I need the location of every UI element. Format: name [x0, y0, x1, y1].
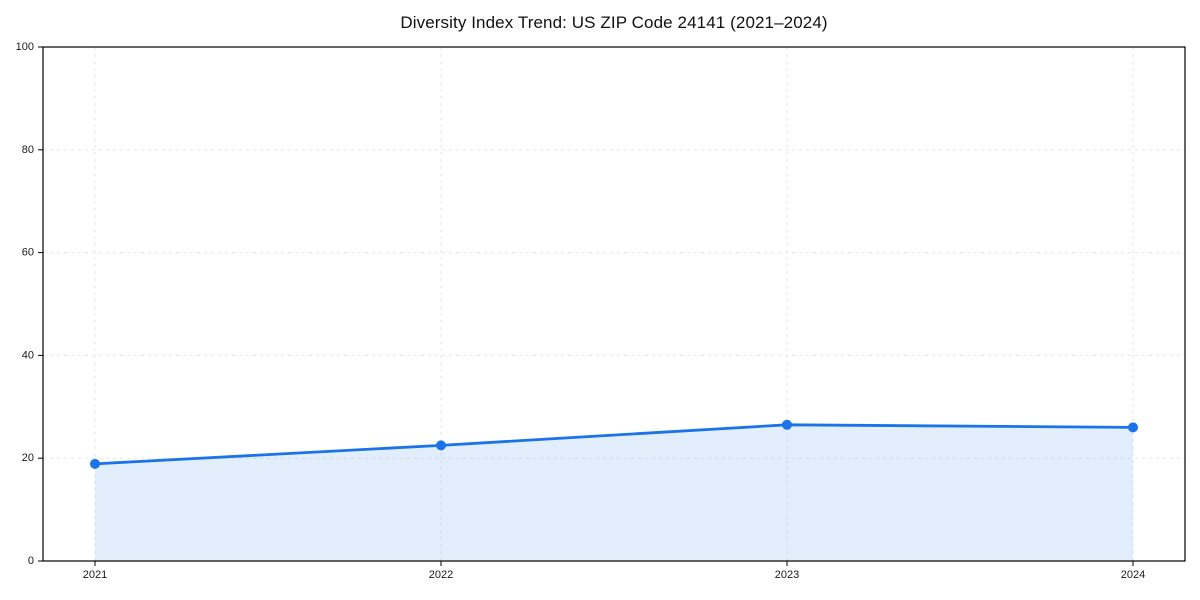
x-tick-label: 2022	[429, 569, 453, 581]
chart-title: Diversity Index Trend: US ZIP Code 24141…	[400, 13, 828, 32]
area-fill	[95, 424, 1133, 561]
y-tick-label: 20	[22, 452, 34, 464]
trend-line	[93, 423, 1135, 466]
data-point-marker	[782, 419, 792, 430]
y-tick-label: 60	[22, 247, 34, 259]
y-tick-label: 100	[16, 41, 34, 53]
data-point-marker	[90, 458, 100, 469]
data-point-marker	[1128, 422, 1138, 433]
y-tick-label: 80	[22, 144, 34, 156]
data-point-marker	[436, 440, 446, 451]
x-tick-label: 2023	[775, 569, 799, 581]
x-tick-label: 2024	[1121, 569, 1145, 581]
y-tick-label: 40	[22, 349, 34, 361]
y-tick-label: 0	[28, 555, 34, 567]
plot-border	[42, 46, 1186, 562]
x-tick-label: 2021	[83, 569, 107, 581]
